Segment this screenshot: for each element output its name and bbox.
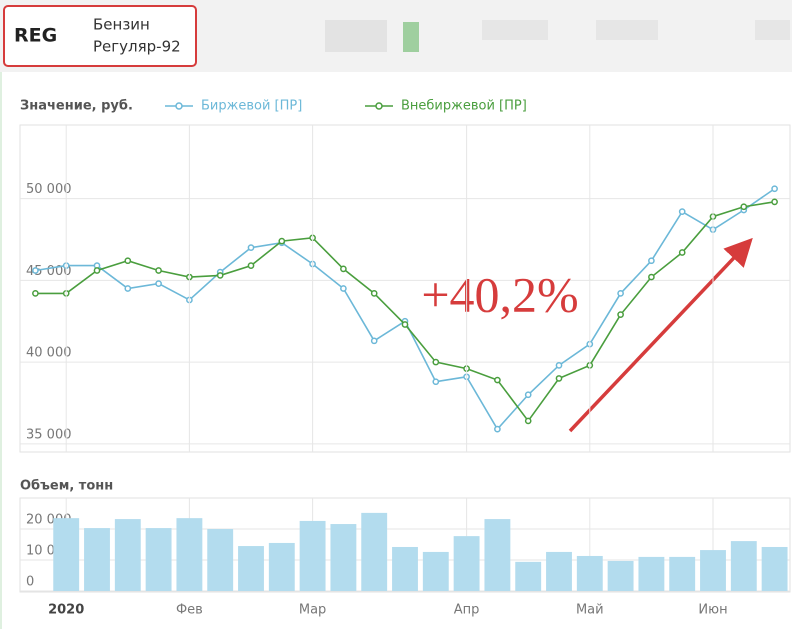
point [771, 198, 778, 206]
x-tick-label: 2020 [48, 603, 84, 618]
bar [53, 518, 80, 591]
blurred [482, 20, 548, 40]
plot-frame [19, 497, 791, 593]
bar [607, 560, 634, 591]
point [93, 267, 101, 274]
point [155, 267, 162, 274]
x-tick-label: Июн [698, 603, 727, 618]
bar [330, 524, 357, 591]
point [401, 321, 409, 328]
bar [84, 528, 110, 591]
x-tick-label: Май [576, 603, 604, 618]
bar [145, 528, 172, 591]
bar [238, 546, 264, 591]
point [32, 267, 39, 274]
blurred [596, 20, 658, 40]
bar [299, 520, 326, 591]
point [340, 265, 347, 273]
point [648, 257, 655, 265]
point [247, 262, 255, 269]
legend-label: Внебиржевой [ПР] [401, 99, 527, 114]
bar [114, 519, 141, 591]
series-line [35, 188, 776, 431]
point [278, 237, 286, 245]
y-axis-title: Объем, тонн [20, 479, 113, 494]
y-tick-label: 50 000 [26, 182, 72, 197]
y-axis-title: Значение, руб. [20, 99, 133, 114]
bar [392, 546, 418, 591]
point [555, 361, 563, 369]
product-line2: Регуляр-92 [93, 38, 181, 56]
bar [515, 561, 542, 591]
bar [638, 556, 665, 591]
bar [453, 536, 480, 591]
point [617, 311, 624, 319]
point [617, 290, 624, 297]
bar [576, 555, 603, 591]
point [494, 376, 501, 384]
bar [730, 541, 757, 591]
point [678, 249, 686, 256]
y-tick-label: 0 [26, 575, 34, 590]
point [432, 358, 440, 366]
y-tick-label: 35 000 [26, 427, 72, 442]
blurred [755, 20, 790, 40]
bar [761, 546, 788, 591]
legend-label: Биржевой [ПР] [201, 99, 302, 114]
point [370, 290, 378, 297]
series-line [35, 201, 775, 423]
bar [176, 518, 203, 591]
blurred [325, 20, 387, 52]
code: REG [14, 25, 57, 47]
bar [207, 529, 234, 591]
point [32, 290, 39, 297]
point [648, 273, 655, 281]
product-line1: Бензин [93, 16, 150, 34]
legend-marker [175, 102, 183, 110]
blurred [403, 22, 419, 52]
y-tick-label: 40 000 [26, 346, 72, 361]
annotation: +40,2% [421, 266, 578, 322]
bar [484, 519, 511, 591]
point [124, 257, 132, 265]
point [432, 378, 440, 386]
bar [422, 551, 449, 591]
bar [361, 512, 388, 591]
bar [669, 556, 696, 591]
code-box [3, 5, 197, 67]
point [678, 208, 686, 216]
point [494, 425, 501, 433]
bar [700, 550, 726, 591]
point [524, 391, 532, 399]
plot-frame [19, 124, 791, 453]
point [216, 272, 224, 279]
point [124, 285, 132, 292]
x-tick-label: Мар [299, 603, 326, 618]
point [771, 185, 778, 193]
point [370, 337, 378, 345]
y-tick-label: 45 000 [26, 264, 72, 279]
point [524, 417, 532, 425]
bar [546, 551, 572, 591]
bar [268, 542, 295, 591]
point [740, 203, 748, 211]
legend-marker [375, 102, 383, 110]
arrow [568, 237, 753, 433]
point [155, 280, 162, 287]
point [247, 244, 255, 251]
point [340, 285, 347, 292]
x-tick-label: Фев [176, 603, 203, 618]
x-tick-label: Апр [454, 603, 480, 618]
point [555, 375, 563, 382]
